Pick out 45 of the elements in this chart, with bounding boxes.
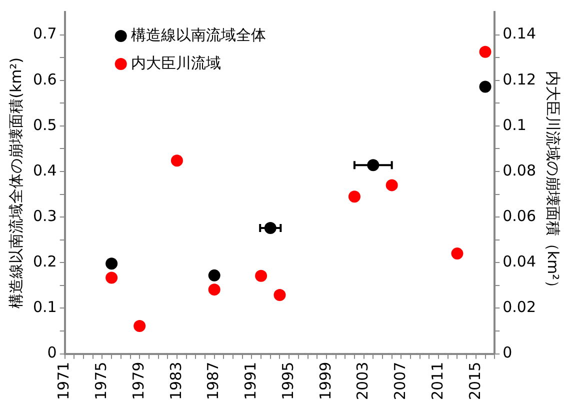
point bbox=[348, 190, 360, 203]
x-tick-label: 2003 bbox=[354, 362, 372, 400]
x-tick-label: 2007 bbox=[391, 362, 410, 400]
y-tick-label: 0.2 bbox=[32, 252, 57, 271]
y2-tick-label: 0.04 bbox=[502, 252, 536, 271]
y-tick-label: 0.1 bbox=[32, 298, 57, 316]
point bbox=[208, 269, 220, 282]
y2-tick-label: 0.02 bbox=[502, 298, 536, 316]
point bbox=[255, 270, 268, 282]
x-tick-label: 1987 bbox=[204, 362, 222, 400]
y-tick-label: 0.6 bbox=[32, 70, 57, 88]
x-tick-label: 1979 bbox=[129, 362, 148, 400]
y2-axis-title: 内大臣川流域の崩壊面積（km²） bbox=[544, 70, 562, 296]
point bbox=[170, 154, 183, 167]
y2-tick-label: 0.14 bbox=[502, 24, 536, 43]
x-tick-label: 2015 bbox=[466, 362, 484, 400]
point bbox=[106, 258, 118, 270]
legend-label: 構造線以南流域全体 bbox=[130, 26, 266, 44]
y2-tick-label: 0 bbox=[502, 344, 512, 362]
point bbox=[451, 248, 464, 260]
y-axis-title: 構造線以南流域全体の崩壊面積(km²) bbox=[6, 57, 25, 308]
point bbox=[479, 80, 492, 93]
y2-tick-label: 0.1 bbox=[502, 116, 526, 134]
y-tick-label: 0 bbox=[47, 344, 57, 362]
point bbox=[274, 289, 286, 302]
point bbox=[386, 179, 398, 192]
y-tick-label: 0.3 bbox=[32, 206, 57, 225]
x-tick-label: 2011 bbox=[428, 362, 446, 400]
x-tick-label: 1975 bbox=[92, 362, 110, 400]
point bbox=[208, 284, 220, 296]
x-tick-label: 1995 bbox=[278, 362, 297, 400]
y-tick-label: 0.5 bbox=[32, 116, 57, 134]
x-tick-label: 1971 bbox=[54, 362, 73, 400]
y2-tick-label: 0.06 bbox=[502, 206, 536, 225]
x-tick-label: 1999 bbox=[316, 362, 334, 400]
point bbox=[106, 272, 118, 284]
x-tick-label: 1991 bbox=[242, 362, 260, 400]
point bbox=[479, 46, 492, 58]
y2-tick-label: 0.08 bbox=[502, 161, 536, 180]
point bbox=[134, 320, 146, 332]
x-tick-label: 1983 bbox=[166, 362, 185, 400]
y-tick-label: 0.7 bbox=[32, 24, 57, 43]
y2-tick-label: 0.12 bbox=[502, 70, 536, 88]
y-tick-label: 0.4 bbox=[32, 161, 57, 180]
legend-label: 内大臣川流域 bbox=[130, 54, 221, 72]
